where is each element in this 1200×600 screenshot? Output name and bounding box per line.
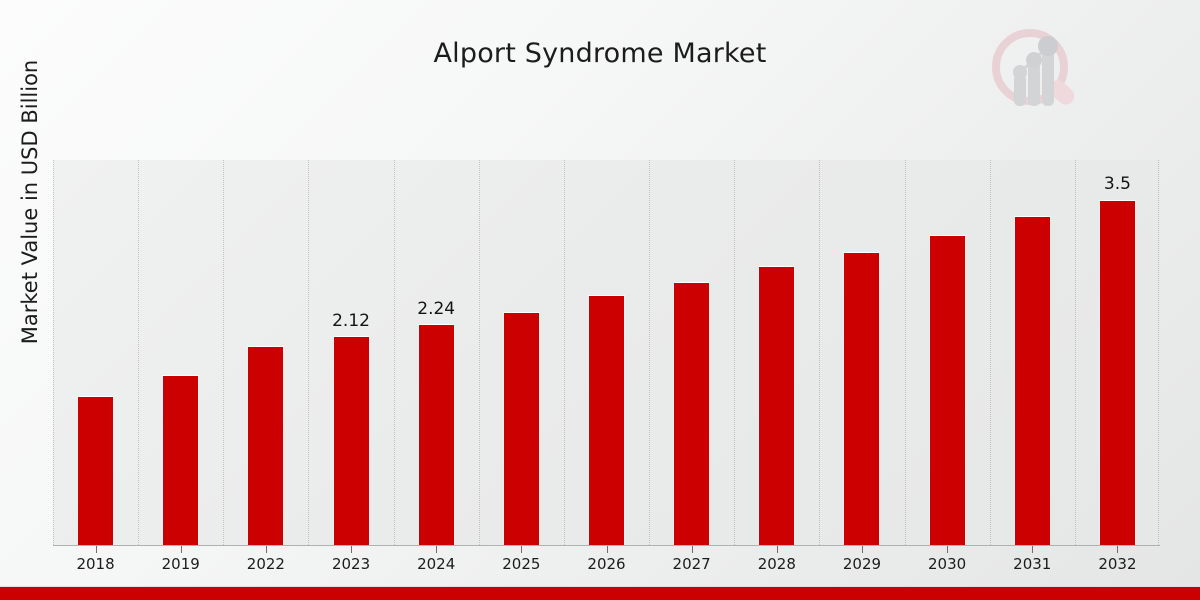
x-axis-label-2026: 2026	[587, 555, 626, 573]
x-axis-tick	[521, 546, 523, 553]
bar-2019	[162, 375, 200, 545]
gridline	[53, 160, 55, 545]
bar-2032	[1098, 199, 1136, 545]
gridline	[1158, 160, 1160, 545]
x-axis-tick	[1117, 546, 1119, 553]
gridline	[904, 160, 907, 545]
gridline	[1074, 160, 1077, 545]
x-axis-label-2027: 2027	[672, 555, 711, 573]
bar-2029	[843, 251, 881, 545]
x-axis-label-2019: 2019	[161, 555, 200, 573]
x-axis-tick	[776, 546, 778, 553]
x-axis-tick	[95, 546, 97, 553]
x-axis-label-2029: 2029	[842, 555, 882, 573]
x-axis-label-2018: 2018	[76, 555, 115, 573]
gridline	[649, 160, 651, 545]
y-axis-title: Market Value in USD Billion	[18, 59, 42, 345]
footer-accent-bar	[0, 587, 1200, 600]
gridline	[819, 160, 821, 545]
bar-2018	[77, 395, 115, 545]
gridline	[734, 160, 736, 545]
gridline	[563, 160, 566, 545]
bar-2025	[502, 312, 540, 545]
x-axis-label-2030: 2030	[928, 555, 967, 573]
gridline	[989, 160, 992, 545]
x-axis-label-2028: 2028	[757, 555, 796, 573]
x-axis-label-2024: 2024	[417, 555, 456, 573]
x-axis-tick	[947, 546, 949, 553]
bar-2026	[588, 295, 625, 545]
gridline	[223, 160, 225, 545]
bar-2023	[332, 335, 370, 545]
x-axis-tick	[436, 546, 438, 553]
bar-2031	[1013, 216, 1051, 545]
gridline	[138, 160, 140, 545]
bar-value-label: 3.5	[1103, 174, 1131, 195]
x-axis-label-2032: 2032	[1098, 555, 1137, 573]
gridline	[478, 160, 481, 545]
x-axis-tick	[1032, 546, 1034, 553]
x-axis-tick	[606, 546, 608, 553]
gridline	[393, 160, 396, 545]
x-axis-label-2025: 2025	[502, 555, 541, 573]
x-axis-tick	[180, 546, 182, 553]
x-axis-label-2022: 2022	[246, 555, 285, 573]
x-axis-tick	[691, 546, 693, 553]
x-axis-tick	[351, 546, 353, 553]
x-axis-label-2031: 2031	[1013, 555, 1052, 573]
plot-area	[53, 160, 1160, 545]
bar-2022	[247, 345, 285, 545]
footer-divider	[0, 586, 1200, 587]
gridline	[308, 160, 310, 545]
bar-2024	[417, 323, 455, 545]
bar-value-label: 2.24	[417, 298, 456, 319]
x-axis-label-2023: 2023	[331, 555, 371, 573]
bar-2030	[928, 235, 966, 545]
x-axis-tick	[861, 546, 863, 553]
bar-2028	[758, 265, 796, 545]
page-title: Alport Syndrome Market	[433, 38, 767, 69]
bar-value-label: 2.12	[332, 310, 370, 331]
x-axis-tick	[265, 546, 267, 553]
x-axis-line	[53, 545, 1160, 546]
bar-2027	[673, 282, 711, 545]
